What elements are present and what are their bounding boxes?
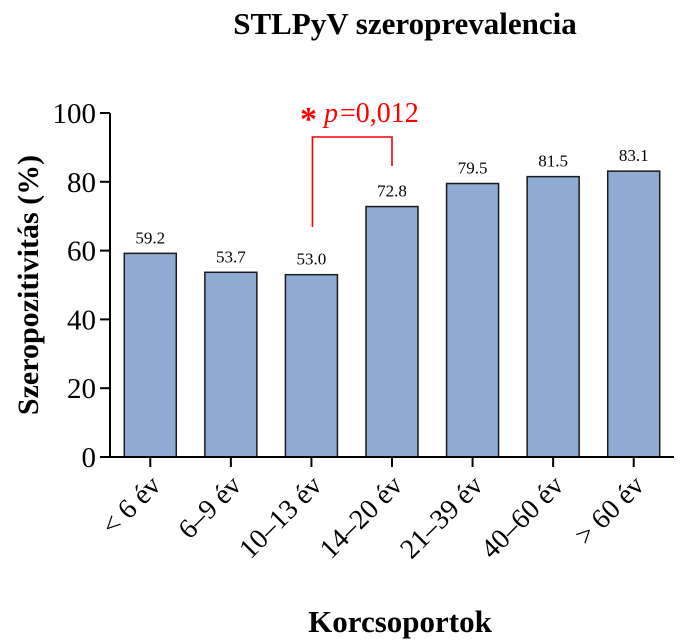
- y-tick-label: 20: [67, 373, 96, 405]
- bar: [445, 182, 500, 458]
- y-tick-label: 80: [67, 167, 96, 199]
- data-label: 83.1: [619, 146, 649, 165]
- data-label: 79.5: [458, 159, 488, 178]
- bar: [365, 205, 419, 458]
- bar: [606, 170, 661, 458]
- x-tick-label: 14–20 év: [314, 470, 409, 565]
- significance-bracket: [311, 136, 393, 227]
- bar: [204, 271, 258, 458]
- chart-title: STLPyV szeroprevalencia: [233, 6, 577, 41]
- p-symbol: p: [322, 98, 338, 129]
- x-tick-label: 6–9 év: [173, 470, 248, 545]
- y-tick-label: 40: [67, 304, 96, 336]
- x-tick-label: > 60 év: [569, 470, 650, 551]
- p-value: =0,012: [340, 98, 419, 129]
- x-tick-label: 21–39 év: [394, 470, 489, 565]
- bar: [123, 252, 178, 458]
- x-tick-label: 40–60 év: [475, 470, 570, 565]
- significance-star: *: [300, 101, 317, 138]
- data-label: 53.7: [216, 247, 246, 266]
- data-label: 72.8: [377, 182, 407, 201]
- x-tick-label: 10–13 év: [233, 470, 328, 565]
- data-label: 81.5: [538, 152, 568, 171]
- x-tick-label: < 6 év: [96, 470, 168, 542]
- y-tick-label: 0: [82, 442, 97, 474]
- bar: [526, 175, 580, 458]
- y-tick-label: 60: [67, 236, 96, 268]
- bar: [284, 273, 339, 458]
- data-label: 53.0: [297, 250, 327, 269]
- x-axis-label: Korcsoportok: [308, 604, 492, 639]
- y-axis-label: Szeropozitivitás (%): [12, 155, 45, 415]
- data-label: 59.2: [135, 228, 165, 247]
- y-tick-label: 100: [53, 98, 97, 130]
